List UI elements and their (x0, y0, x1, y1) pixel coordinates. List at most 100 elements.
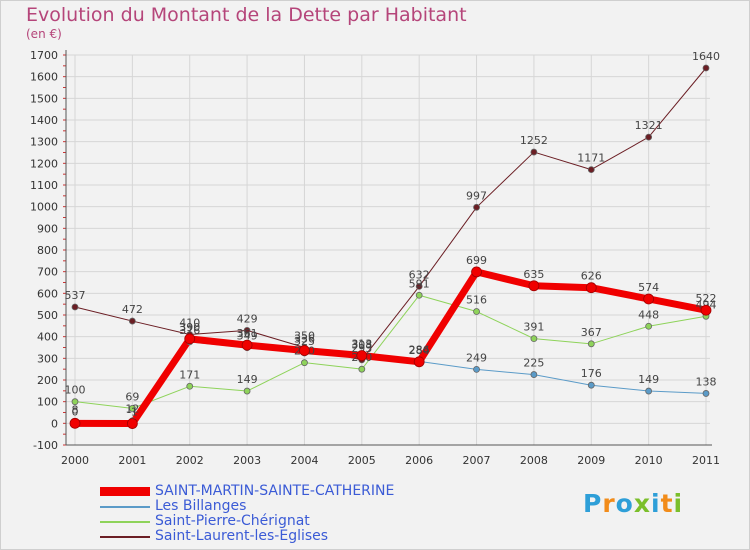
data-label: 149 (237, 373, 258, 386)
x-tick-label: 2005 (348, 454, 376, 467)
data-point (645, 322, 653, 330)
data-point (587, 340, 595, 348)
data-label: 494 (696, 298, 717, 311)
data-label: 293 (351, 342, 372, 355)
legend-swatch (100, 521, 150, 523)
logo-letter: P (583, 489, 603, 518)
data-point (530, 371, 538, 378)
y-tick-label: 900 (37, 222, 58, 235)
data-point (471, 266, 482, 278)
x-tick-label: 2008 (520, 454, 548, 467)
data-point (126, 418, 138, 429)
data-label: 0 (72, 405, 79, 418)
data-label: 997 (466, 189, 487, 202)
data-point (71, 303, 79, 311)
x-tick-label: 2007 (463, 454, 491, 467)
data-label: 8 (72, 404, 79, 417)
data-label: 574 (638, 281, 659, 294)
x-tick-label: 2004 (290, 454, 318, 467)
y-tick-label: 200 (37, 374, 58, 387)
data-label: 376 (179, 324, 200, 337)
data-point (587, 166, 595, 174)
logo-letter: i (651, 489, 661, 518)
data-label: 149 (638, 373, 659, 386)
data-point (643, 293, 655, 305)
data-label: 472 (122, 303, 143, 316)
legend-label: Saint-Pierre-Chérignat (155, 513, 310, 529)
series-line (71, 268, 710, 428)
x-tick-label: 2000 (61, 454, 89, 467)
data-label: 410 (179, 317, 200, 330)
unit-label: (en €) (26, 27, 62, 41)
x-tick-label: 2006 (405, 454, 433, 467)
legend-swatch (100, 487, 150, 496)
x-tick-label: 2002 (176, 454, 204, 467)
data-point (186, 382, 194, 390)
data-label: 391 (523, 321, 544, 334)
legend-swatch (100, 536, 150, 538)
data-point (473, 365, 480, 373)
data-point (700, 304, 712, 316)
data-label: 249 (466, 351, 487, 364)
x-tick-label: 2009 (577, 454, 605, 467)
chart-title: Evolution du Montant de la Dette par Hab… (26, 4, 467, 26)
data-point (358, 365, 366, 373)
y-tick-label: 1100 (30, 179, 58, 192)
data-label: 1321 (635, 119, 663, 132)
data-point (702, 390, 710, 397)
data-label: 349 (237, 330, 258, 343)
data-label: 308 (351, 339, 372, 352)
y-tick-label: 400 (37, 331, 58, 344)
data-label: 1171 (577, 152, 605, 165)
y-tick-label: 700 (37, 266, 58, 279)
data-label: 171 (179, 368, 200, 381)
data-point (645, 133, 653, 141)
y-tick-label: -100 (33, 439, 58, 452)
data-label: 336 (294, 333, 315, 346)
legend-label: Les Billanges (155, 498, 247, 514)
logo-letter: t (660, 489, 674, 518)
data-label: 537 (65, 289, 86, 302)
data-point (528, 280, 540, 292)
data-label: 429 (237, 312, 258, 325)
y-tick-label: 0 (51, 417, 58, 430)
data-label: 390 (179, 321, 200, 334)
logo-letter: i (673, 489, 684, 518)
data-label: 626 (581, 270, 602, 283)
data-point (243, 326, 251, 334)
y-tick-label: 300 (37, 352, 58, 365)
data-label: 632 (409, 268, 430, 281)
data-point (473, 308, 480, 315)
data-point (530, 335, 538, 343)
data-label: 1252 (520, 134, 548, 147)
y-tick-label: 1600 (30, 71, 58, 84)
data-label: 591 (409, 277, 430, 290)
data-label: 516 (466, 294, 487, 307)
data-point (128, 404, 136, 412)
data-label: 284 (409, 344, 430, 357)
data-label: 138 (696, 375, 717, 388)
data-point (128, 317, 136, 325)
data-point (69, 417, 81, 429)
data-label: 325 (294, 335, 315, 348)
logo-letter: o (615, 489, 634, 518)
data-label: 1640 (692, 50, 720, 63)
proxiti-logo: Proxiti (583, 489, 683, 518)
legend-label: Saint-Laurent-les-Eglises (155, 528, 329, 544)
data-label: 176 (581, 367, 602, 380)
data-label: 361 (237, 327, 258, 340)
data-label: 286 (409, 343, 430, 356)
x-tick-label: 2011 (692, 454, 720, 467)
data-point (702, 64, 710, 72)
series-line (74, 294, 707, 409)
data-label: 522 (696, 292, 717, 305)
y-tick-label: 1000 (30, 201, 58, 214)
data-label: 100 (65, 384, 86, 397)
x-tick-label: 2001 (118, 454, 146, 467)
data-point (415, 291, 423, 299)
y-tick-label: 500 (37, 309, 58, 322)
x-tick-label: 2003 (233, 454, 261, 467)
data-label: 448 (638, 308, 659, 321)
legend-label: SAINT-MARTIN-SAINTE-CATHERINE (155, 483, 395, 499)
y-tick-label: 1400 (30, 114, 58, 127)
